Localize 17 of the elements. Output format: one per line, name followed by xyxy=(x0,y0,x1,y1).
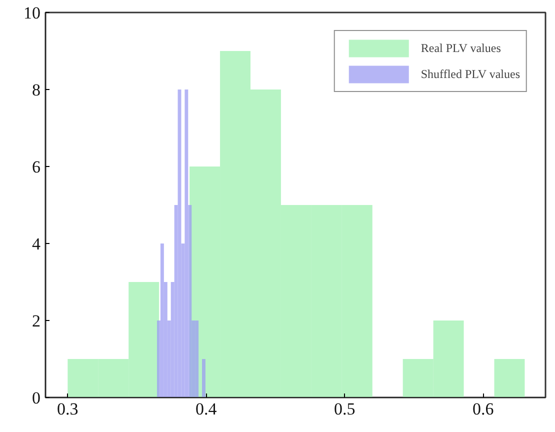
bar xyxy=(202,359,206,398)
y-tick-label: 0 xyxy=(32,388,40,408)
x-tick-label: 0.6 xyxy=(472,400,494,418)
legend-label: Shuffled PLV values xyxy=(420,66,520,82)
bar xyxy=(494,359,525,398)
y-tick-label: 4 xyxy=(32,234,41,254)
x-tick-label: 0.5 xyxy=(334,400,356,418)
y-tick-label: 2 xyxy=(32,312,40,330)
x-tick-label: 0.3 xyxy=(57,400,78,418)
y-tick-label: 8 xyxy=(32,80,40,100)
y-tick-label: 10 xyxy=(24,4,40,22)
bar xyxy=(184,90,188,398)
x-tick-label: 0.4 xyxy=(196,400,218,418)
bar xyxy=(160,244,164,398)
bar xyxy=(195,320,199,398)
y-tick-label: 6 xyxy=(32,158,40,176)
legend-label: Real PLV values xyxy=(420,40,501,56)
